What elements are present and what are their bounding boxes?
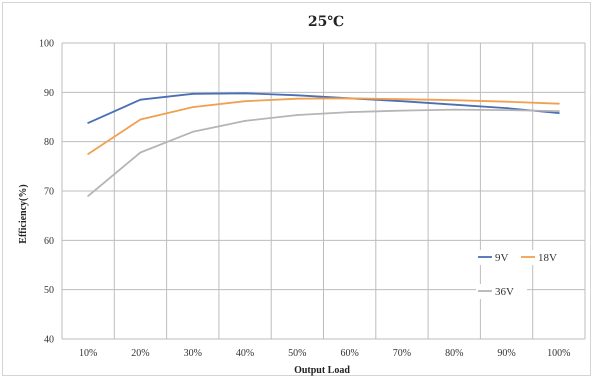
x-axis-label: Output Load	[294, 365, 350, 376]
x-tick-label: 50%	[288, 348, 306, 359]
y-tick-label: 70	[44, 187, 54, 198]
y-tick-label: 50	[44, 285, 54, 296]
data-point-9V	[244, 92, 246, 95]
y-tick-label: 80	[44, 137, 54, 148]
data-point-18V	[348, 97, 351, 100]
series-layer	[87, 92, 560, 197]
x-tick-label: 30%	[184, 348, 202, 359]
x-tick-label: 80%	[445, 348, 463, 359]
series-line-9V	[87, 92, 559, 124]
data-point-9V	[296, 94, 299, 97]
data-point-9V	[401, 100, 403, 103]
data-point-36V	[401, 109, 403, 112]
legend-bg	[476, 284, 527, 299]
data-point-18V	[244, 100, 246, 103]
series-line-36V	[87, 108, 559, 197]
data-point-18V	[505, 100, 508, 103]
grid-layer	[61, 42, 586, 340]
y-tick-label: 40	[44, 335, 54, 346]
series-line-18V	[87, 97, 559, 155]
x-tick-labels: 10% 20% 30% 40% 50% 60% 70% 80% 90% 100%	[79, 348, 571, 359]
data-point-18V	[557, 102, 560, 105]
y-tick-label: 90	[44, 88, 54, 99]
x-tick-label: 10%	[79, 348, 97, 359]
data-point-18V	[139, 118, 142, 121]
data-point-36V	[505, 109, 508, 111]
legend-bg	[519, 250, 570, 265]
legend-bg	[476, 250, 520, 265]
data-point-18V	[296, 97, 299, 100]
data-point-36V	[557, 110, 560, 112]
data-point-36V	[139, 151, 142, 154]
y-tick-labels: 40 50 60 70 80 90 100	[39, 39, 54, 346]
x-tick-label: 60%	[340, 348, 358, 359]
data-point-9V	[139, 98, 142, 101]
x-tick-label: 40%	[236, 348, 254, 359]
x-tick-label: 70%	[393, 348, 411, 359]
legend-label-9V: 9V	[495, 252, 509, 264]
y-axis-label: Efficiency(%)	[18, 184, 29, 243]
data-point-18V	[453, 99, 456, 102]
data-point-18V	[87, 153, 90, 155]
data-point-18V	[191, 106, 194, 109]
y-tick-label: 100	[39, 39, 54, 50]
data-point-36V	[244, 120, 246, 122]
x-tick-label: 90%	[497, 348, 515, 359]
legend-label-36V: 36V	[495, 286, 514, 298]
legend: 9V 18V 36V	[476, 250, 570, 299]
data-point-36V	[296, 114, 299, 116]
chart-title: 25℃	[308, 14, 344, 30]
data-point-9V	[557, 112, 560, 114]
data-point-36V	[453, 108, 456, 111]
data-point-36V	[87, 195, 90, 197]
data-point-36V	[191, 130, 194, 133]
data-point-36V	[348, 111, 351, 113]
chart-frame	[2, 2, 591, 376]
data-point-9V	[87, 122, 90, 124]
x-tick-label: 100%	[547, 348, 570, 359]
data-point-9V	[505, 107, 508, 110]
data-point-9V	[453, 103, 456, 106]
y-tick-label: 60	[44, 236, 54, 247]
data-point-9V	[191, 92, 194, 95]
data-point-18V	[401, 98, 403, 101]
x-tick-label: 20%	[131, 348, 149, 359]
legend-label-18V: 18V	[538, 252, 557, 264]
